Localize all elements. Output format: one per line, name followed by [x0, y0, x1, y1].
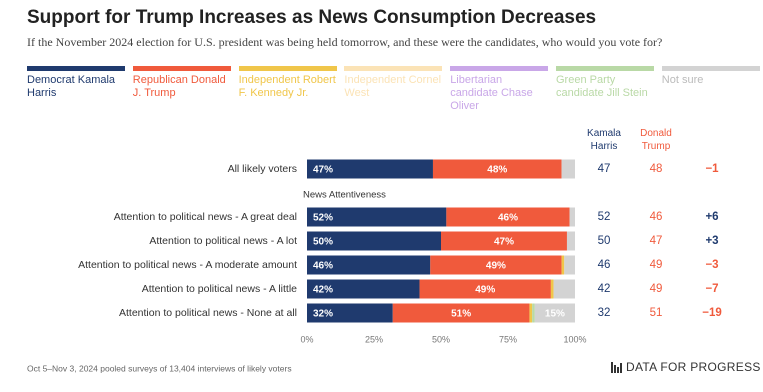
legend-item: Independent Robert F. Kennedy Jr.	[238, 66, 337, 100]
data-label: 49%	[486, 261, 506, 272]
group-label: News Attentiveness	[303, 190, 386, 201]
bar-segment	[550, 279, 554, 299]
bar-segment	[419, 279, 551, 299]
harris-value: 50	[598, 235, 611, 247]
trump-value: 51	[650, 307, 663, 319]
data-label: 49%	[475, 285, 495, 296]
chart-title: Support for Trump Increases as News Cons…	[27, 7, 596, 28]
x-tick-label: 0%	[300, 334, 313, 344]
bar-segment	[534, 303, 575, 323]
harris-value: 32	[598, 307, 611, 319]
bar-segment	[446, 207, 570, 227]
bar-segment	[561, 255, 565, 275]
margin-value: +3	[705, 235, 718, 247]
x-tick-label: 75%	[499, 334, 517, 344]
y-tick-label: Attention to political news - None at al…	[119, 307, 297, 319]
bar-segment	[441, 231, 567, 251]
y-tick-label: Attention to political news - A little	[142, 283, 297, 295]
legend-item: Libertarian candidate Chase Oliver	[450, 66, 549, 113]
bar-segment	[307, 279, 420, 299]
trump-value: 46	[650, 211, 663, 223]
x-tick-label: 100%	[563, 334, 586, 344]
legend-item: Independent Cornel West	[344, 66, 443, 100]
trump-value: 49	[650, 283, 663, 295]
x-tick-label: 50%	[432, 334, 450, 344]
bar-segment	[307, 159, 433, 179]
harris-value: 52	[598, 211, 611, 223]
bar-segment	[392, 303, 530, 323]
bar-segment	[553, 279, 575, 299]
data-label: 32%	[313, 309, 333, 320]
y-tick-label: Attention to political news - A moderate…	[78, 259, 297, 271]
bar-segment	[307, 255, 431, 275]
column-header: Kamala Harris	[587, 128, 621, 152]
x-tick-label: 25%	[365, 334, 383, 344]
legend-item: Republican Donald J. Trump	[132, 66, 231, 100]
subtitle: If the November 2024 election for U.S. p…	[27, 35, 662, 49]
data-label: 51%	[451, 309, 471, 320]
brand-icon	[611, 362, 622, 373]
y-tick-label: Attention to political news - A lot	[149, 235, 297, 247]
margin-value: −19	[702, 307, 722, 319]
column-header: Donald Trump	[640, 128, 672, 152]
bar-segment	[430, 255, 562, 275]
bar-segment	[529, 303, 533, 323]
data-label: 46%	[498, 213, 518, 224]
data-label: 46%	[313, 261, 333, 272]
source: Oct 5–Nov 3, 2024 pooled surveys of 13,4…	[27, 363, 292, 373]
legend-item: Not sure	[661, 66, 760, 87]
harris-value: 47	[598, 163, 611, 175]
data-label: 52%	[313, 213, 333, 224]
margin-value: −7	[705, 283, 718, 295]
bar-segment	[566, 231, 575, 251]
y-tick-label: All likely voters	[228, 163, 297, 175]
y-tick-label: Attention to political news - A great de…	[114, 211, 297, 223]
bar-segment	[307, 231, 441, 251]
data-label: 50%	[313, 237, 333, 248]
bar-segment	[432, 159, 562, 179]
margin-value: −1	[705, 163, 719, 175]
margin-value: +6	[705, 211, 718, 223]
bar-segment	[564, 255, 575, 275]
data-label: 47%	[494, 237, 514, 248]
data-label: 42%	[313, 285, 333, 296]
data-label: 47%	[313, 165, 333, 176]
harris-value: 46	[598, 259, 611, 271]
harris-value: 42	[598, 283, 611, 295]
bar-segment	[307, 303, 393, 323]
bar-segment	[532, 303, 535, 323]
legend-item: Green Party candidate Jill Stein	[556, 66, 654, 100]
legend-item: Democrat Kamala Harris	[27, 66, 125, 100]
data-label: 15%	[545, 309, 565, 320]
data-label: 48%	[487, 165, 507, 176]
bar-segment	[561, 159, 575, 179]
bar-segment	[307, 207, 447, 227]
trump-value: 48	[650, 163, 663, 175]
trump-value: 47	[650, 235, 663, 247]
brand: DATA FOR PROGRESS	[626, 360, 761, 374]
margin-value: −3	[705, 259, 718, 271]
bar-segment	[569, 207, 575, 227]
trump-value: 49	[650, 259, 663, 271]
